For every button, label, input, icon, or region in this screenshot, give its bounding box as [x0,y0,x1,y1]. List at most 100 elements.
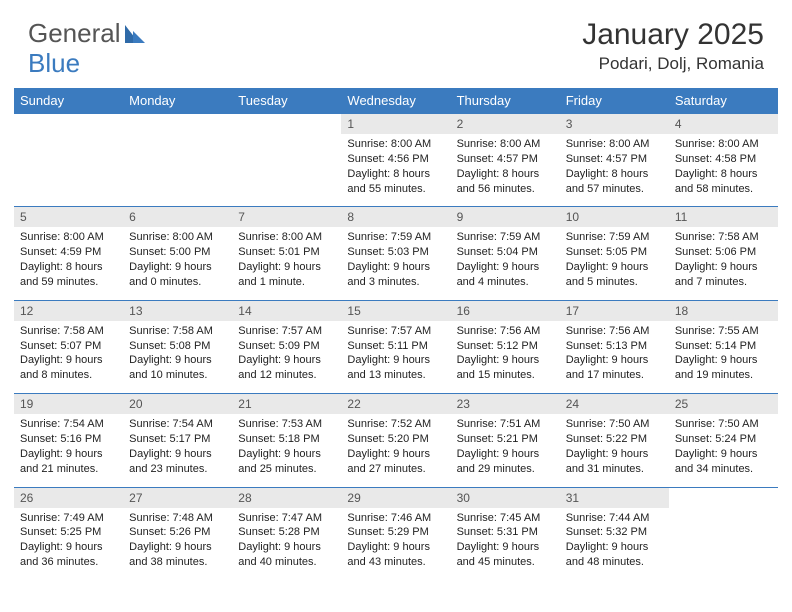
sunrise-line: Sunrise: 7:50 AM [675,417,772,432]
day-info: Sunrise: 7:57 AMSunset: 5:11 PMDaylight:… [341,321,450,393]
sunset-line: Sunset: 5:08 PM [129,339,226,354]
day-info-cell: Sunrise: 7:54 AMSunset: 5:17 PMDaylight:… [123,414,232,487]
sunrise-line: Sunrise: 7:58 AM [129,324,226,339]
daylight-line: Daylight: 9 hours and 13 minutes. [347,353,444,383]
day-info-cell: Sunrise: 7:44 AMSunset: 5:32 PMDaylight:… [560,508,669,580]
day-number: 16 [451,301,560,321]
day-number-cell: 7 [232,207,341,228]
day-info: Sunrise: 7:50 AMSunset: 5:24 PMDaylight:… [669,414,778,486]
day-info: Sunrise: 8:00 AMSunset: 4:59 PMDaylight:… [14,227,123,299]
day-number-cell: 9 [451,207,560,228]
day-info: Sunrise: 7:59 AMSunset: 5:04 PMDaylight:… [451,227,560,299]
day-number-empty [123,114,232,132]
sunrise-line: Sunrise: 7:51 AM [457,417,554,432]
day-info-cell: Sunrise: 7:51 AMSunset: 5:21 PMDaylight:… [451,414,560,487]
week-daynum-row: 1234 [14,114,778,135]
logo: General [28,18,149,49]
daylight-line: Daylight: 9 hours and 48 minutes. [566,540,663,570]
day-number-empty [669,488,778,506]
day-info: Sunrise: 8:00 AMSunset: 5:00 PMDaylight:… [123,227,232,299]
day-info-cell: Sunrise: 7:58 AMSunset: 5:07 PMDaylight:… [14,321,123,394]
week-daynum-row: 262728293031 [14,487,778,508]
weekday-header: Thursday [451,88,560,114]
day-info-cell: Sunrise: 7:54 AMSunset: 5:16 PMDaylight:… [14,414,123,487]
day-info: Sunrise: 7:46 AMSunset: 5:29 PMDaylight:… [341,508,450,580]
sunrise-line: Sunrise: 7:45 AM [457,511,554,526]
day-number-cell: 12 [14,300,123,321]
day-info-cell: Sunrise: 7:50 AMSunset: 5:22 PMDaylight:… [560,414,669,487]
day-info: Sunrise: 7:52 AMSunset: 5:20 PMDaylight:… [341,414,450,486]
sunrise-line: Sunrise: 7:58 AM [675,230,772,245]
day-info: Sunrise: 7:58 AMSunset: 5:08 PMDaylight:… [123,321,232,393]
sunrise-line: Sunrise: 7:59 AM [347,230,444,245]
daylight-line: Daylight: 9 hours and 23 minutes. [129,447,226,477]
sunset-line: Sunset: 4:59 PM [20,245,117,260]
sunset-line: Sunset: 5:16 PM [20,432,117,447]
sunrise-line: Sunrise: 7:59 AM [457,230,554,245]
sunset-line: Sunset: 5:14 PM [675,339,772,354]
day-info: Sunrise: 8:00 AMSunset: 4:57 PMDaylight:… [560,134,669,206]
day-info-cell: Sunrise: 8:00 AMSunset: 4:58 PMDaylight:… [669,134,778,207]
day-number: 11 [669,207,778,227]
day-info: Sunrise: 7:59 AMSunset: 5:03 PMDaylight:… [341,227,450,299]
daylight-line: Daylight: 8 hours and 58 minutes. [675,167,772,197]
day-number: 1 [341,114,450,134]
sunset-line: Sunset: 5:13 PM [566,339,663,354]
day-number-cell [14,114,123,135]
sunrise-line: Sunrise: 8:00 AM [566,137,663,152]
day-number-empty [14,114,123,132]
daylight-line: Daylight: 8 hours and 59 minutes. [20,260,117,290]
day-number-cell: 19 [14,394,123,415]
daylight-line: Daylight: 9 hours and 21 minutes. [20,447,117,477]
day-info: Sunrise: 7:55 AMSunset: 5:14 PMDaylight:… [669,321,778,393]
day-info-cell [123,134,232,207]
sunset-line: Sunset: 5:26 PM [129,525,226,540]
header: General January 2025 Podari, Dolj, Roman… [0,0,792,82]
day-number: 17 [560,301,669,321]
day-number-cell: 25 [669,394,778,415]
week-info-row: Sunrise: 8:00 AMSunset: 4:59 PMDaylight:… [14,227,778,300]
daylight-line: Daylight: 8 hours and 55 minutes. [347,167,444,197]
day-info-cell: Sunrise: 7:53 AMSunset: 5:18 PMDaylight:… [232,414,341,487]
day-number-cell: 16 [451,300,560,321]
daylight-line: Daylight: 9 hours and 17 minutes. [566,353,663,383]
day-number-cell: 2 [451,114,560,135]
day-info: Sunrise: 7:47 AMSunset: 5:28 PMDaylight:… [232,508,341,580]
day-number: 5 [14,207,123,227]
day-number-cell: 26 [14,487,123,508]
day-info-cell: Sunrise: 7:59 AMSunset: 5:04 PMDaylight:… [451,227,560,300]
sunset-line: Sunset: 5:06 PM [675,245,772,260]
day-number: 26 [14,488,123,508]
day-info: Sunrise: 7:58 AMSunset: 5:06 PMDaylight:… [669,227,778,299]
sunset-line: Sunset: 5:17 PM [129,432,226,447]
day-number: 19 [14,394,123,414]
weekday-header-row: SundayMondayTuesdayWednesdayThursdayFrid… [14,88,778,114]
sunrise-line: Sunrise: 7:56 AM [566,324,663,339]
day-info: Sunrise: 7:51 AMSunset: 5:21 PMDaylight:… [451,414,560,486]
sunset-line: Sunset: 5:07 PM [20,339,117,354]
sunrise-line: Sunrise: 8:00 AM [20,230,117,245]
sunset-line: Sunset: 5:31 PM [457,525,554,540]
daylight-line: Daylight: 9 hours and 31 minutes. [566,447,663,477]
sunrise-line: Sunrise: 7:54 AM [20,417,117,432]
sunset-line: Sunset: 5:09 PM [238,339,335,354]
month-title: January 2025 [582,18,764,52]
day-number-cell: 4 [669,114,778,135]
day-number: 6 [123,207,232,227]
sunrise-line: Sunrise: 7:46 AM [347,511,444,526]
day-number-cell: 30 [451,487,560,508]
day-info: Sunrise: 8:00 AMSunset: 5:01 PMDaylight:… [232,227,341,299]
day-number-cell: 1 [341,114,450,135]
day-number: 3 [560,114,669,134]
day-number-cell: 11 [669,207,778,228]
day-info-cell: Sunrise: 7:58 AMSunset: 5:08 PMDaylight:… [123,321,232,394]
daylight-line: Daylight: 9 hours and 25 minutes. [238,447,335,477]
daylight-line: Daylight: 9 hours and 4 minutes. [457,260,554,290]
day-number: 4 [669,114,778,134]
sunset-line: Sunset: 5:18 PM [238,432,335,447]
sunset-line: Sunset: 5:01 PM [238,245,335,260]
daylight-line: Daylight: 9 hours and 43 minutes. [347,540,444,570]
day-info-cell: Sunrise: 7:56 AMSunset: 5:12 PMDaylight:… [451,321,560,394]
day-number: 8 [341,207,450,227]
day-info-cell: Sunrise: 7:46 AMSunset: 5:29 PMDaylight:… [341,508,450,580]
